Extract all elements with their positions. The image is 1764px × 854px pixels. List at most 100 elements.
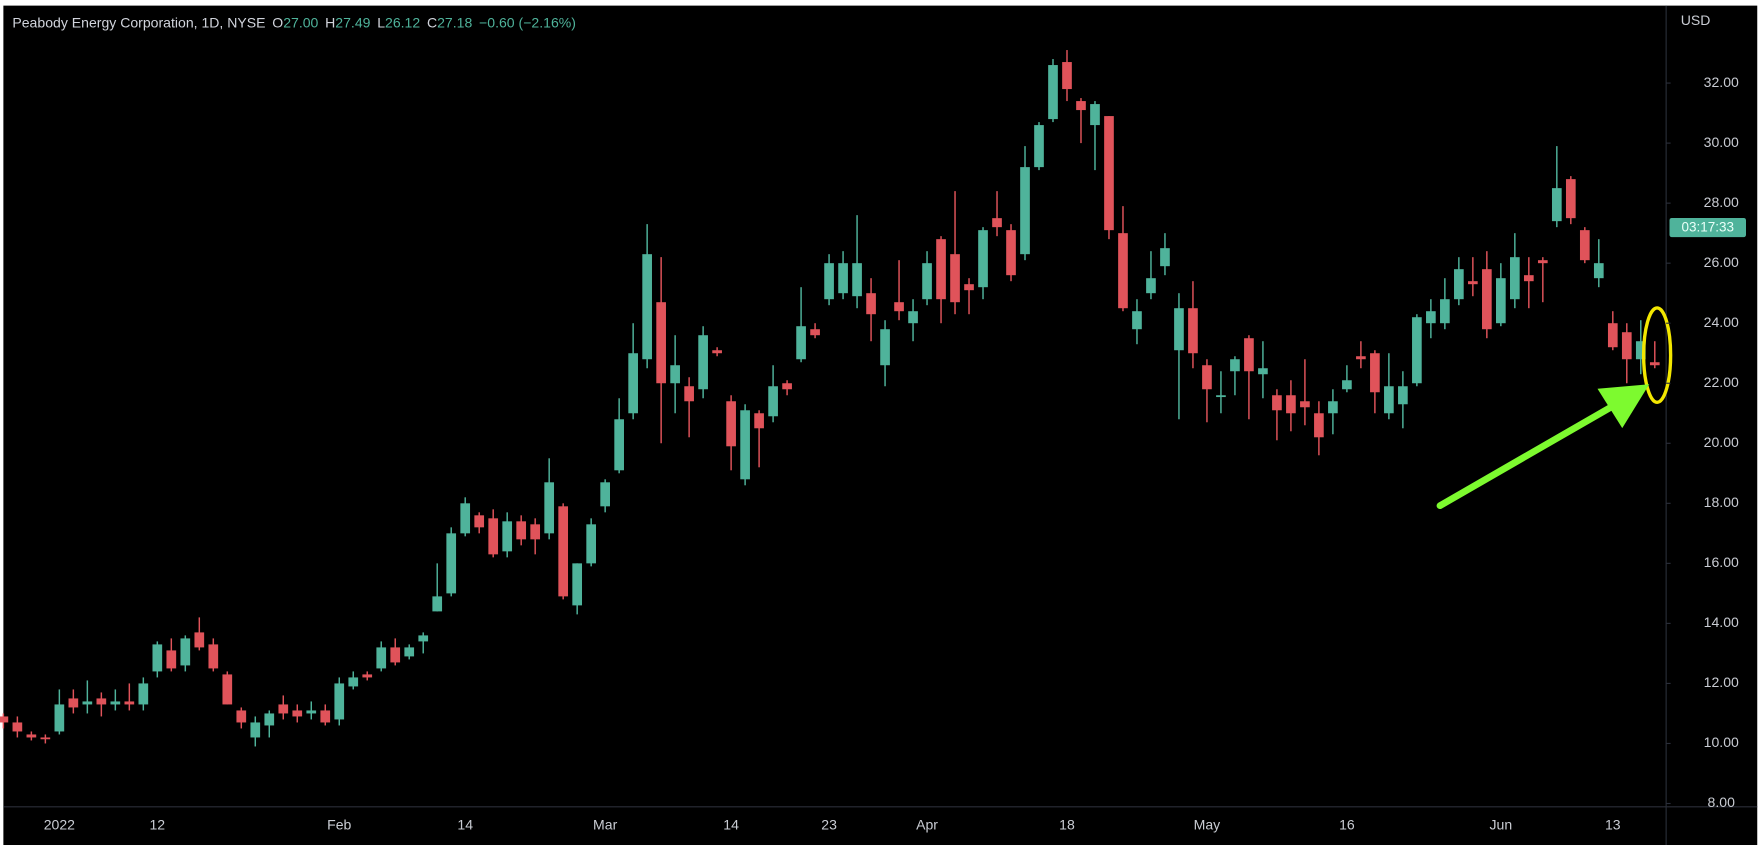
candle-body xyxy=(768,386,778,417)
candle-body xyxy=(208,644,219,669)
candle-body xyxy=(1551,188,1562,222)
candle-body xyxy=(1272,395,1282,411)
candle-body xyxy=(26,734,37,738)
candle-body xyxy=(502,521,513,552)
candle-body xyxy=(376,647,387,669)
candle-body xyxy=(278,704,289,714)
candle-body xyxy=(1258,368,1268,375)
candle-body xyxy=(824,263,834,300)
y-tick-label: 14.00 xyxy=(1704,614,1739,630)
candle-body xyxy=(1593,263,1604,279)
countdown-badge xyxy=(1669,217,1746,238)
candle-body xyxy=(1635,341,1646,360)
candle-body xyxy=(82,701,93,705)
candle-body xyxy=(1188,308,1198,354)
candle-body xyxy=(810,329,820,336)
candle-body xyxy=(1565,179,1576,219)
candle-body xyxy=(1118,233,1128,309)
candle-body xyxy=(320,710,331,723)
candle-body xyxy=(166,650,177,669)
candle-body xyxy=(1412,317,1422,384)
candle-body xyxy=(1132,311,1142,330)
candle-body xyxy=(642,254,652,360)
candle-body xyxy=(54,704,65,732)
candle-body xyxy=(992,218,1002,228)
candle-body xyxy=(964,284,974,291)
candle-body xyxy=(586,524,597,564)
candle-body xyxy=(152,644,163,672)
candle-body xyxy=(264,713,275,726)
candle-body xyxy=(1370,353,1380,393)
candle-body xyxy=(1523,275,1534,282)
header-label: H xyxy=(325,14,335,30)
y-tick-label: 22.00 xyxy=(1704,374,1739,390)
candle-body xyxy=(1328,401,1338,414)
candle-body xyxy=(362,674,373,678)
candle-body xyxy=(488,518,499,555)
candle-body xyxy=(1034,125,1044,168)
candle-body xyxy=(656,302,666,384)
candle-body xyxy=(698,335,708,390)
header-label: C xyxy=(427,14,437,30)
candle-body xyxy=(572,563,583,606)
candle-body xyxy=(1509,257,1520,300)
highlight-ellipse xyxy=(1641,306,1673,404)
x-tick-label: 23 xyxy=(821,817,837,833)
y-tick-label: 24.00 xyxy=(1704,314,1739,330)
candle-body xyxy=(726,401,736,447)
candle-body xyxy=(236,710,247,723)
candle-body xyxy=(40,737,51,740)
candle-body xyxy=(1006,230,1016,276)
candle-body xyxy=(670,365,680,384)
y-tick-label: 12.00 xyxy=(1704,674,1739,690)
chart-title: Peabody Energy Corporation, 1D, NYSE xyxy=(12,14,265,30)
candle-body xyxy=(348,677,359,687)
candle-body xyxy=(1482,269,1492,330)
x-tick-label: 14 xyxy=(723,817,739,833)
header-change: −0.60 (−2.16%) xyxy=(479,14,576,30)
candle-body xyxy=(1104,116,1114,231)
y-tick-label: 20.00 xyxy=(1704,434,1739,450)
annotation xyxy=(1436,306,1673,510)
x-tick-label: 14 xyxy=(457,817,473,833)
countdown-text: 03:17:33 xyxy=(1681,220,1734,235)
candle-body xyxy=(110,701,121,705)
candle-body xyxy=(1496,278,1506,324)
y-tick-label: 10.00 xyxy=(1704,734,1739,750)
candle-body xyxy=(1062,62,1072,90)
x-tick-label: Jun xyxy=(1490,817,1513,833)
candle-body xyxy=(1174,308,1184,351)
candle-body xyxy=(1440,299,1450,324)
y-tick-label: 26.00 xyxy=(1704,254,1739,270)
candle-body xyxy=(1076,101,1086,111)
x-tick-label: May xyxy=(1194,817,1221,833)
candle-body xyxy=(852,263,862,297)
x-tick-label: 13 xyxy=(1605,817,1621,833)
candle-body xyxy=(1426,311,1436,324)
x-tick-label: 12 xyxy=(150,817,166,833)
plot-area xyxy=(0,50,1660,747)
y-tick-label: 28.00 xyxy=(1704,194,1739,210)
candle-body xyxy=(306,710,317,714)
candle-body xyxy=(418,635,429,642)
candle-body xyxy=(908,311,918,324)
candle-body xyxy=(68,698,79,708)
header-label: L xyxy=(377,14,385,30)
candle-body xyxy=(474,515,485,528)
chart-background xyxy=(3,5,1758,846)
candle-body xyxy=(390,647,401,663)
candle-body xyxy=(1537,260,1548,264)
header-value: 27.18 xyxy=(437,14,472,30)
candle-body xyxy=(446,533,457,594)
candle-body xyxy=(1454,269,1464,300)
candle-body xyxy=(1314,413,1324,438)
candle-body xyxy=(1202,365,1212,390)
x-tick-label: 2022 xyxy=(44,817,75,833)
candle-body xyxy=(978,230,988,288)
candle-body xyxy=(628,353,638,414)
candle-body xyxy=(12,722,23,732)
candle-body xyxy=(404,647,415,657)
candle-body xyxy=(1286,395,1296,414)
candle-body xyxy=(1579,230,1590,261)
candle-body xyxy=(180,638,191,666)
